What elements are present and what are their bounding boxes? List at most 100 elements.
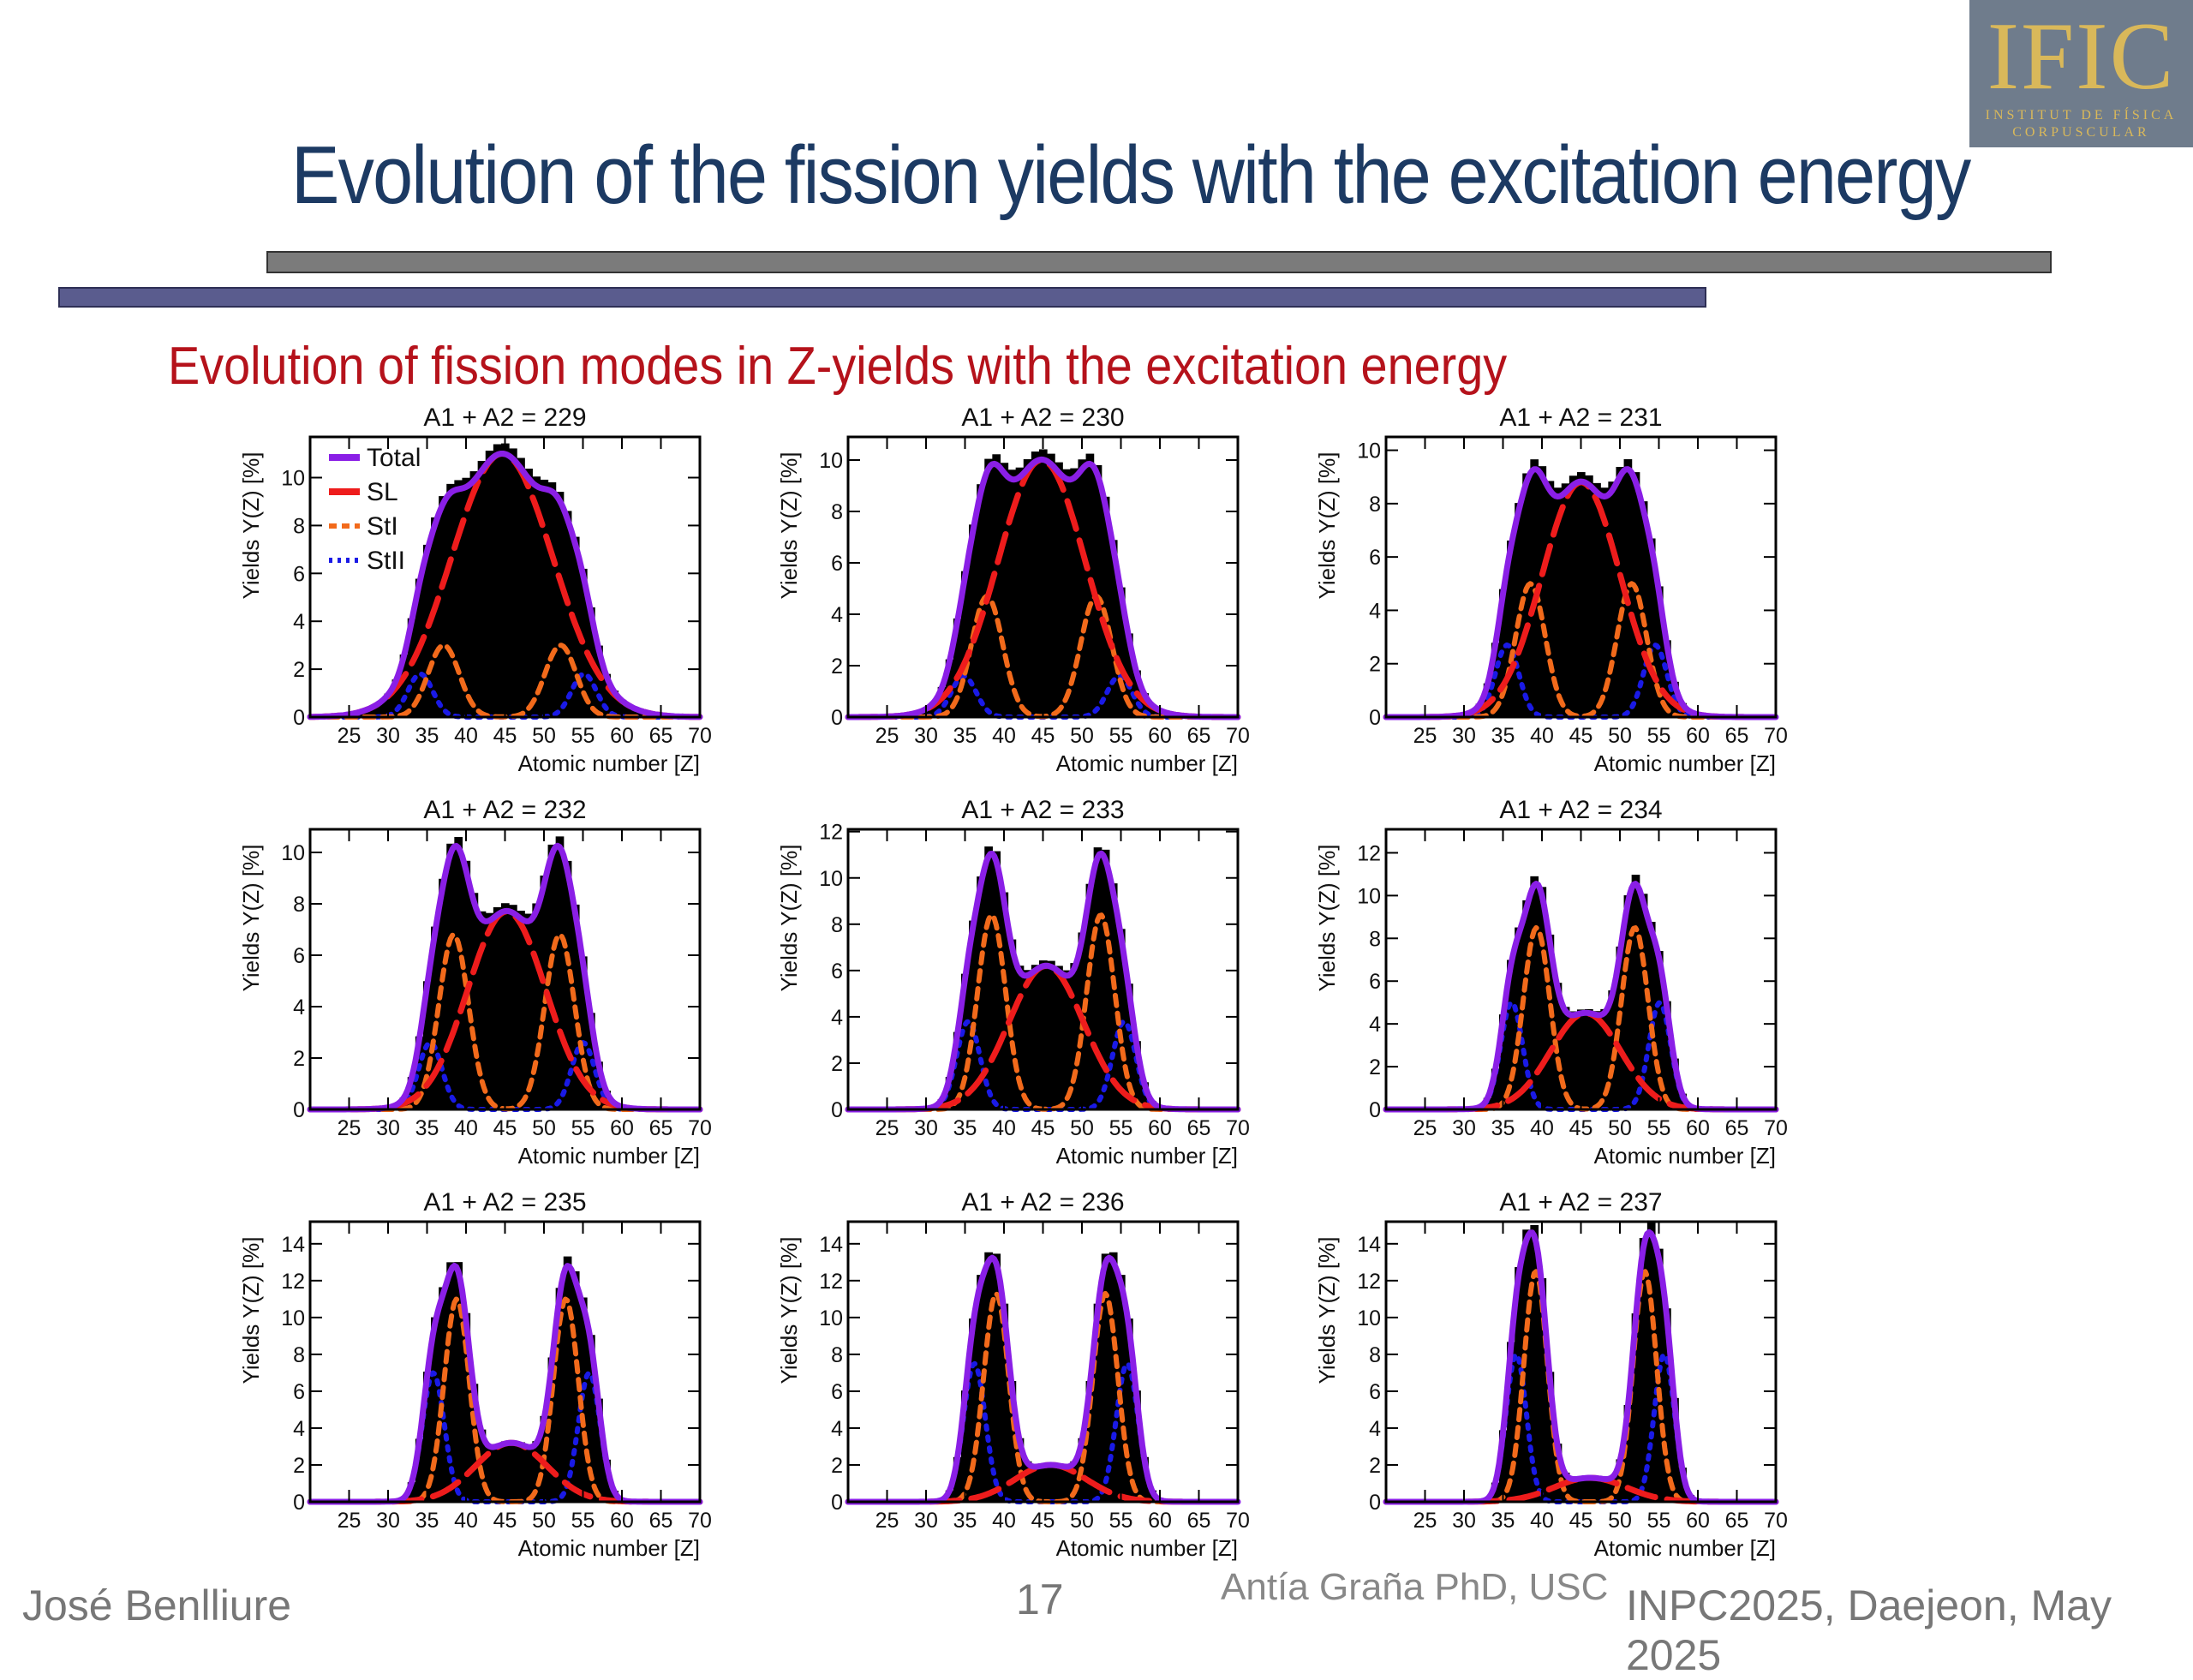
y-axis-label: Yields Y(Z) [%] xyxy=(238,845,264,992)
y-axis-label: Yields Y(Z) [%] xyxy=(1314,452,1340,600)
histogram-bar xyxy=(1085,883,1095,1109)
y-tick-label: 6 xyxy=(1369,970,1381,994)
x-tick-label: 60 xyxy=(1686,724,1710,748)
histogram-bar xyxy=(1085,1380,1095,1502)
chart-230: A1 + A2 = 230 0 2 4 6 8 10 25 30 35 40 45 50 55 60 65 70… xyxy=(776,404,1250,776)
x-tick-label: 30 xyxy=(914,1509,938,1533)
chart-title: A1 + A2 = 233 xyxy=(961,796,1124,824)
histogram-bar xyxy=(485,451,494,717)
histogram-bar xyxy=(547,1357,557,1502)
total-curve xyxy=(845,456,1241,720)
histogram-bar xyxy=(1062,469,1071,717)
histogram-bar xyxy=(1101,496,1110,717)
histogram-bar xyxy=(1545,1372,1555,1502)
histogram-bar xyxy=(1491,1068,1500,1109)
histogram-bar xyxy=(1522,1229,1531,1502)
x-tick-label: 50 xyxy=(1608,1509,1632,1533)
x-axis-label: Atomic number [Z] xyxy=(518,1143,700,1169)
histogram-bar xyxy=(1093,847,1102,1109)
x-axis-label: Atomic number [Z] xyxy=(1594,1143,1776,1169)
histogram-bar xyxy=(407,1077,416,1109)
histogram-bar xyxy=(415,1438,424,1502)
histogram-bar xyxy=(1569,1478,1578,1502)
chart-234: A1 + A2 = 234 0 2 4 6 8 10 12 25 30 35 40 45 50 55 60 65… xyxy=(1314,796,1788,1169)
histogram-bar xyxy=(1023,970,1032,1109)
histogram-bar xyxy=(1631,472,1640,717)
x-tick-label: 55 xyxy=(1647,724,1671,748)
y-axis-label: Yields Y(Z) [%] xyxy=(776,845,802,992)
histogram-bar xyxy=(945,1077,954,1109)
x-tick-label: 40 xyxy=(454,1509,478,1533)
y-tick-label: 0 xyxy=(293,1491,305,1515)
x-tick-label: 35 xyxy=(415,1509,439,1533)
x-tick-label: 40 xyxy=(1530,724,1554,748)
y-tick-label: 0 xyxy=(293,1098,305,1122)
histogram-bar xyxy=(532,476,541,717)
y-axis-label: Yields Y(Z) [%] xyxy=(238,1237,264,1384)
histogram-bar xyxy=(1108,540,1118,717)
histogram-bar xyxy=(1515,1267,1523,1502)
y-tick-label: 8 xyxy=(831,913,843,937)
y-axis-label: Yields Y(Z) [%] xyxy=(776,1237,802,1384)
y-tick-label: 10 xyxy=(1357,439,1381,463)
histogram-bar xyxy=(929,701,939,717)
x-axis-label: Atomic number [Z] xyxy=(1056,750,1238,776)
x-tick-label: 45 xyxy=(1031,724,1055,748)
x-tick-label: 40 xyxy=(1530,1116,1554,1140)
x-tick-label: 45 xyxy=(493,1509,517,1533)
histogram-bar xyxy=(1007,1380,1017,1502)
x-tick-label: 50 xyxy=(1070,1116,1094,1140)
y-tick-label: 6 xyxy=(831,960,843,983)
histogram-bar xyxy=(547,844,557,1109)
histogram-bar xyxy=(1125,983,1133,1109)
histogram-bar xyxy=(1015,467,1025,717)
histogram-bar xyxy=(984,1252,993,1502)
x-tick-label: 60 xyxy=(1148,724,1172,748)
histogram-bar xyxy=(1639,1238,1648,1502)
histogram-bar xyxy=(422,544,432,717)
y-tick-label: 0 xyxy=(1369,1491,1381,1515)
x-tick-label: 50 xyxy=(532,1509,556,1533)
y-tick-label: 4 xyxy=(293,1417,305,1441)
histogram-bar xyxy=(1140,1456,1149,1502)
y-tick-label: 4 xyxy=(293,610,305,634)
histogram-bar xyxy=(1498,1014,1508,1109)
histogram-bar xyxy=(1569,1011,1578,1109)
histogram-bar xyxy=(1663,1308,1671,1502)
histogram-bar xyxy=(493,906,502,1109)
histogram-bar xyxy=(1507,540,1515,717)
histogram-bar xyxy=(1522,900,1531,1109)
histogram-bar xyxy=(1055,462,1063,717)
logo-subtext-2: CORPUSCULAR xyxy=(2012,125,2150,140)
histogram-bar xyxy=(1140,1082,1149,1109)
histogram-bar xyxy=(960,973,970,1109)
histogram-bar xyxy=(1616,946,1625,1109)
y-tick-label: 4 xyxy=(831,1006,843,1030)
footer-author: José Benlliure xyxy=(22,1581,292,1629)
histogram-bar xyxy=(1062,970,1071,1109)
histogram-bar xyxy=(1553,487,1563,717)
chart-237: A1 + A2 = 237 0 2 4 6 8 10 12 14 25 30 35 40 45 50 55 60… xyxy=(1314,1188,1788,1561)
legend-label: Total xyxy=(367,444,421,472)
y-tick-label: 12 xyxy=(819,821,843,845)
histogram-bar xyxy=(1093,1303,1102,1502)
histogram-bar xyxy=(1639,501,1648,717)
histogram-bar xyxy=(446,843,455,1109)
histogram-bar xyxy=(977,876,985,1109)
x-tick-label: 65 xyxy=(1725,724,1749,748)
histogram-bar xyxy=(446,483,455,717)
chart-title: A1 + A2 = 229 xyxy=(423,404,586,432)
histogram-bar xyxy=(1132,1041,1141,1109)
histogram-bar xyxy=(555,1288,565,1502)
footer-event: INPC2025, Daejeon, May 2025 xyxy=(1626,1581,2112,1679)
histogram-bar xyxy=(1639,894,1648,1109)
x-tick-label: 25 xyxy=(1413,1509,1437,1533)
histogram-bar xyxy=(1023,459,1032,717)
chart-235: A1 + A2 = 235 0 2 4 6 8 10 12 14 25 30 35 40 45 50 55 60… xyxy=(238,1188,712,1561)
x-tick-label: 70 xyxy=(1764,1116,1788,1140)
histogram-bar xyxy=(1678,1468,1687,1502)
histogram-bar xyxy=(500,1441,510,1502)
legend-label: StI xyxy=(367,512,398,541)
histogram-bar xyxy=(1000,892,1009,1109)
histogram-bar xyxy=(1055,1464,1063,1502)
